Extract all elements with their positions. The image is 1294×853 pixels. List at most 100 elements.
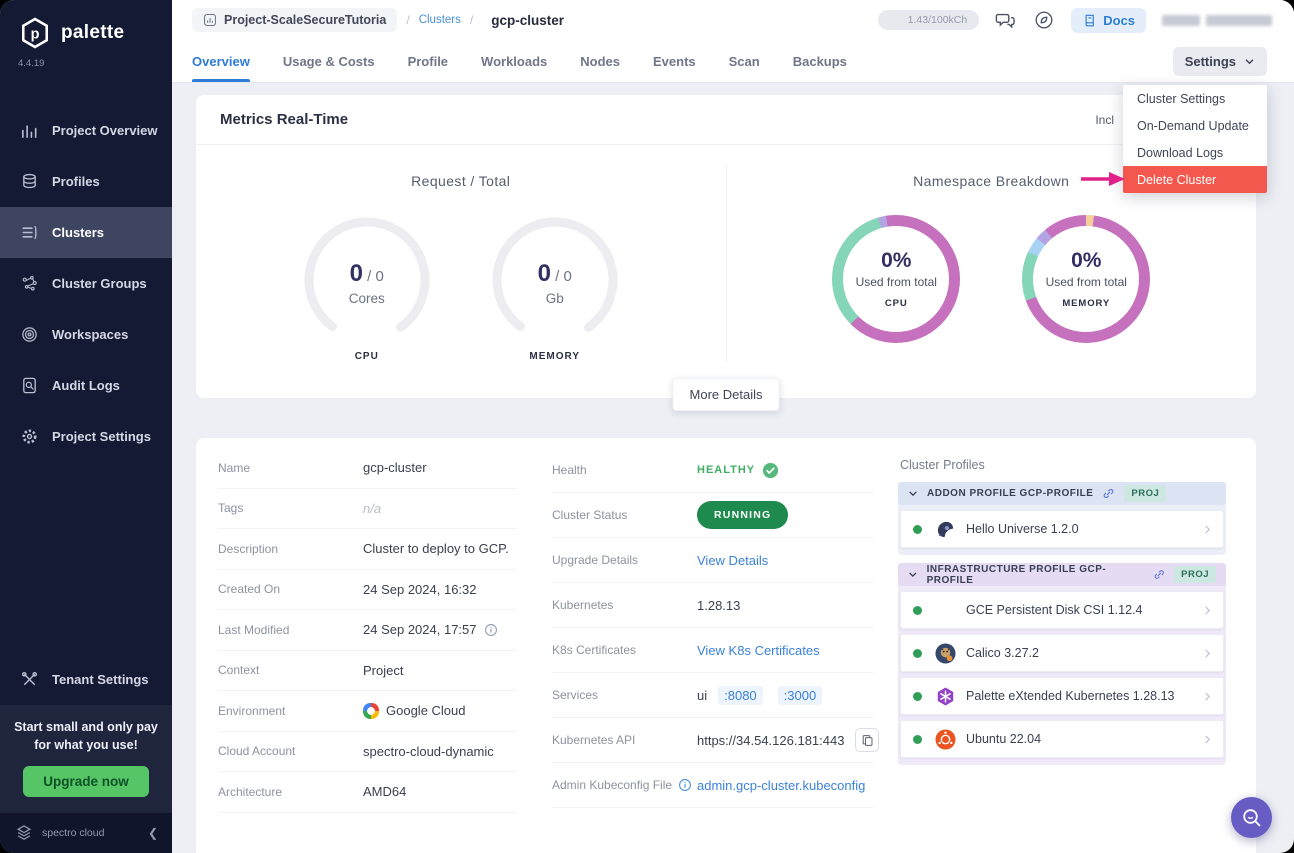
docs-label: Docs [1103, 13, 1135, 28]
detail-value: 1.28.13 [697, 598, 740, 613]
menu-item-delete-cluster[interactable]: Delete Cluster [1123, 166, 1267, 193]
status-dot [913, 735, 922, 744]
cluster-profiles-title: Cluster Profiles [900, 458, 1226, 472]
detail-label: Environment [218, 704, 363, 718]
health-status: HEALTHY [697, 464, 755, 476]
gear-icon [20, 427, 39, 446]
detail-value: 24 Sep 2024, 17:57 [363, 622, 498, 637]
tab-overview[interactable]: Overview [192, 40, 250, 82]
service-port-link[interactable]: :8080 [718, 686, 763, 705]
check-circle-icon [762, 462, 779, 479]
profile-layer-name: Ubuntu 22.04 [966, 732, 1041, 746]
detail-value: Google Cloud [363, 703, 466, 719]
tab-profile[interactable]: Profile [408, 40, 448, 82]
chevron-down-icon [1244, 58, 1255, 65]
profile-layer-palette-extended-kubernetes-1-28-13[interactable]: Palette eXtended Kubernetes 1.28.13 [900, 677, 1224, 715]
detail-row-last-modified: Last Modified24 Sep 2024, 17:57 [218, 610, 516, 651]
service-port-link[interactable]: :3000 [778, 686, 823, 705]
chevron-down-icon[interactable] [908, 571, 918, 578]
chevron-right-icon[interactable] [1204, 648, 1211, 659]
status-dot [913, 606, 922, 615]
sidebar-item-profiles[interactable]: Profiles [0, 156, 172, 207]
docs-button[interactable]: Docs [1071, 8, 1146, 33]
profile-layer-ubuntu-22-04[interactable]: Ubuntu 22.04 [900, 720, 1224, 758]
info-icon[interactable] [678, 778, 692, 792]
breadcrumb-clusters-link[interactable]: Clusters [419, 14, 461, 26]
menu-item-on-demand-update[interactable]: On-Demand Update [1123, 112, 1267, 139]
main-area: Project-ScaleSecureTutoria / Clusters / … [172, 0, 1294, 853]
sidebar-item-project-overview[interactable]: Project Overview [0, 105, 172, 156]
detail-value: https://34.54.126.181:443 [697, 728, 879, 752]
upgrade-now-button[interactable]: Upgrade now [23, 766, 149, 797]
doc-search-icon [20, 376, 39, 395]
app-window: p palette 4.4.19 Project OverviewProfile… [0, 0, 1294, 853]
sidebar-item-cluster-groups[interactable]: Cluster Groups [0, 258, 172, 309]
profile-layer-gce-persistent-disk-csi-1-12-4[interactable]: GCE Persistent Disk CSI 1.12.4 [900, 591, 1224, 629]
sidebar-item-clusters[interactable]: Clusters [0, 207, 172, 258]
view-details-link[interactable]: View Details [697, 553, 768, 568]
brand-block: p palette 4.4.19 [0, 0, 172, 79]
donut-row: 0% Used from total CPU 0% Used from tota… [727, 215, 1257, 343]
detail-row-created-on: Created On24 Sep 2024, 16:32 [218, 570, 516, 611]
tab-scan[interactable]: Scan [729, 40, 760, 82]
pxk-icon [935, 686, 956, 707]
view-k8s-certificates-link[interactable]: View K8s Certificates [697, 643, 820, 658]
collapse-sidebar-icon[interactable]: ❮ [148, 826, 158, 840]
chevron-right-icon[interactable] [1204, 691, 1211, 702]
tab-backups[interactable]: Backups [793, 40, 847, 82]
profile-section-header[interactable]: ADDON PROFILE GCP-PROFILEPROJ [898, 482, 1226, 505]
donut-subtitle: Used from total [856, 275, 937, 289]
profile-layer-calico-3-27-2[interactable]: Calico 3.27.2 [900, 634, 1224, 672]
detail-label: Upgrade Details [552, 553, 697, 567]
sidebar-item-label: Audit Logs [52, 378, 120, 393]
tab-events[interactable]: Events [653, 40, 696, 82]
settings-dropdown-menu: Cluster SettingsOn-Demand UpdateDownload… [1123, 85, 1267, 193]
book-icon [1082, 13, 1097, 28]
help-compass-icon[interactable] [1033, 9, 1055, 31]
detail-label: Name [218, 461, 363, 475]
profile-section-header[interactable]: INFRASTRUCTURE PROFILE GCP-PROFILEPROJ [898, 563, 1226, 586]
admin-gcp-cluster-kubeconfig-link[interactable]: admin.gcp-cluster.kubeconfig [697, 778, 865, 793]
copy-button[interactable] [855, 728, 879, 752]
sidebar-item-audit-logs[interactable]: Audit Logs [0, 360, 172, 411]
user-name-redacted[interactable] [1162, 15, 1272, 26]
profile-section-infrastructure-profile-gcp-profile: INFRASTRUCTURE PROFILE GCP-PROFILEPROJ GC… [898, 563, 1226, 765]
svg-text:p: p [31, 27, 40, 43]
detail-value: ui :8080 :3000 [697, 686, 830, 705]
sidebar-item-project-settings[interactable]: Project Settings [0, 411, 172, 462]
chevron-right-icon[interactable] [1204, 734, 1211, 745]
detail-value: View K8s Certificates [697, 643, 820, 658]
profile-layer-hello-universe-1-2-0[interactable]: Hello Universe 1.2.0 [900, 510, 1224, 548]
status-dot [913, 649, 922, 658]
service-name: ui [697, 688, 707, 703]
detail-label: Cluster Status [552, 508, 697, 522]
info-icon[interactable] [484, 623, 498, 637]
detail-value: gcp-cluster [363, 460, 427, 475]
project-selector[interactable]: Project-ScaleSecureTutoria [192, 8, 397, 32]
metrics-clipped-text: Incl [1095, 113, 1114, 127]
chevron-right-icon[interactable] [1204, 524, 1211, 535]
detail-row-name: Namegcp-cluster [218, 448, 516, 489]
tab-workloads[interactable]: Workloads [481, 40, 547, 82]
sidebar-item-tenant-settings[interactable]: Tenant Settings [0, 654, 172, 705]
settings-button[interactable]: Settings [1173, 47, 1267, 76]
menu-item-download-logs[interactable]: Download Logs [1123, 139, 1267, 166]
tab-nodes[interactable]: Nodes [580, 40, 620, 82]
chat-icon[interactable] [995, 9, 1017, 31]
menu-item-cluster-settings[interactable]: Cluster Settings [1123, 85, 1267, 112]
donut-ring: 0% Used from total MEMORY [1022, 215, 1150, 343]
request-total-title: Request / Total [196, 173, 726, 189]
magnifier-icon [1240, 806, 1264, 830]
more-details-button[interactable]: More Details [673, 378, 780, 411]
chevron-right-icon[interactable] [1204, 605, 1211, 616]
tab-usage-costs[interactable]: Usage & Costs [283, 40, 375, 82]
chevron-down-icon[interactable] [908, 490, 918, 497]
sidebar-item-label: Cluster Groups [52, 276, 147, 291]
sidebar-item-workspaces[interactable]: Workspaces [0, 309, 172, 360]
detail-row-upgrade-details: Upgrade DetailsView Details [552, 538, 874, 583]
gauge-unit: Cores [349, 291, 385, 306]
google-cloud-icon [363, 703, 379, 719]
nodes-icon [20, 274, 39, 293]
detail-row-cloud-account: Cloud Accountspectro-cloud-dynamic [218, 732, 516, 773]
search-help-fab[interactable] [1231, 797, 1272, 838]
